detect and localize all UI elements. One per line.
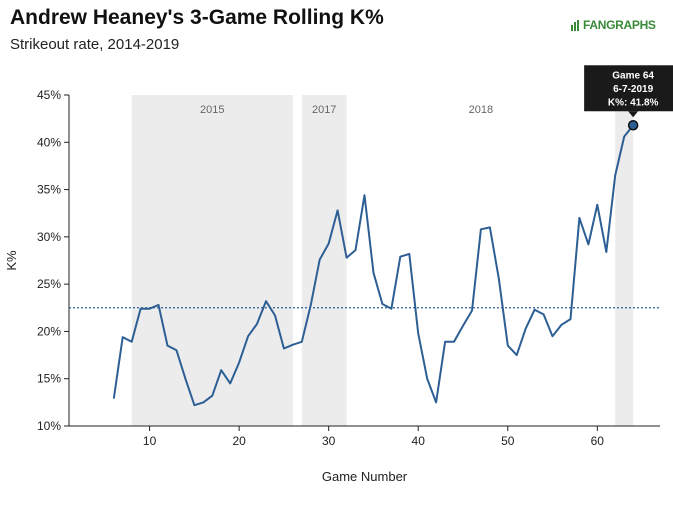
season-band xyxy=(615,95,634,426)
fangraphs-logo: FANGRAPHS xyxy=(571,18,656,32)
data-point xyxy=(496,275,502,281)
season-band-label: 2018 xyxy=(469,104,493,116)
data-point xyxy=(362,192,368,198)
data-point xyxy=(165,343,171,349)
x-axis-label: Game Number xyxy=(322,469,408,484)
logo-text: FANGRAPHS xyxy=(583,18,656,32)
series-group xyxy=(111,124,634,408)
data-point xyxy=(236,360,242,366)
y-tick-label: 15% xyxy=(37,372,61,386)
data-point xyxy=(532,307,538,313)
y-tick-label: 40% xyxy=(37,135,61,149)
data-point xyxy=(353,247,359,253)
data-point xyxy=(344,255,350,261)
data-point xyxy=(514,352,520,358)
data-point xyxy=(147,306,153,312)
data-point xyxy=(218,367,224,373)
data-point xyxy=(415,330,421,336)
data-point xyxy=(272,312,278,318)
data-point xyxy=(523,326,529,332)
data-point xyxy=(129,339,135,345)
season-band-labels: 2015 2017 2018 xyxy=(200,104,493,116)
y-tick-label: 25% xyxy=(37,277,61,291)
tooltip-text-line: 6-7-2019 xyxy=(613,84,653,95)
data-point xyxy=(299,339,305,345)
data-point xyxy=(406,251,412,257)
y-tick-label: 45% xyxy=(37,88,61,102)
data-point xyxy=(478,226,484,232)
data-point xyxy=(379,301,385,307)
data-point xyxy=(326,240,332,246)
data-point xyxy=(227,380,233,386)
data-point xyxy=(469,308,475,314)
tooltip-text-line: Game 64 xyxy=(612,70,654,81)
y-tick-label: 10% xyxy=(37,419,61,433)
y-axis-label: K% xyxy=(4,250,19,271)
data-point xyxy=(200,399,206,405)
data-point xyxy=(612,172,618,178)
x-tick-label: 20 xyxy=(232,434,246,448)
tooltip-pointer xyxy=(628,111,639,118)
x-tick-label: 60 xyxy=(591,434,605,448)
bar-chart-logo-icon xyxy=(571,19,579,31)
data-point xyxy=(156,302,162,308)
data-point xyxy=(397,254,403,260)
tooltip-text-line: K%: 41.8% xyxy=(608,97,659,108)
data-point xyxy=(603,249,609,255)
season-band xyxy=(131,95,293,426)
data-point xyxy=(460,323,466,329)
data-point xyxy=(594,202,600,208)
y-tick-label: 30% xyxy=(37,230,61,244)
x-tick-label: 40 xyxy=(412,434,426,448)
data-point xyxy=(541,311,547,317)
data-point xyxy=(559,322,565,328)
data-point xyxy=(550,333,556,339)
data-point xyxy=(254,321,260,327)
data-point xyxy=(370,270,376,276)
data-point xyxy=(191,402,197,408)
x-tick-label: 10 xyxy=(143,434,157,448)
data-point xyxy=(173,347,179,353)
season-bands xyxy=(131,95,634,426)
series-line xyxy=(112,124,634,407)
highlighted-point xyxy=(627,120,639,131)
data-point xyxy=(487,224,493,230)
tooltip-box xyxy=(584,65,673,112)
data-point xyxy=(182,376,188,382)
chart-title: Andrew Heaney's 3-Game Rolling K% xyxy=(10,6,384,29)
y-axis-ticks: 10% 15% 20% 25% 30% 35% 40% 45% xyxy=(37,88,69,433)
data-point xyxy=(263,298,269,304)
data-point xyxy=(138,306,144,312)
data-point xyxy=(308,302,314,308)
x-axis-ticks: 10 20 30 40 50 60 xyxy=(143,426,604,448)
season-band-label: 2017 xyxy=(312,104,336,116)
data-point xyxy=(335,207,341,213)
data-point xyxy=(111,396,117,402)
data-point xyxy=(281,345,287,351)
season-band-label: 2015 xyxy=(200,104,224,116)
y-tick-label: 35% xyxy=(37,183,61,197)
data-point xyxy=(442,339,448,345)
data-point xyxy=(209,393,215,399)
data-point xyxy=(621,134,627,140)
season-band xyxy=(301,95,347,426)
data-point xyxy=(576,215,582,221)
data-point xyxy=(505,343,511,349)
data-point xyxy=(585,241,591,247)
data-point xyxy=(120,334,126,340)
data-point xyxy=(317,257,323,263)
highlight-group: Game 64 6-7-2019 K%: 41.8% xyxy=(584,65,673,131)
chart-subtitle: Strikeout rate, 2014-2019 xyxy=(10,36,180,53)
x-tick-label: 50 xyxy=(501,434,515,448)
data-point xyxy=(567,316,573,322)
data-point xyxy=(245,333,251,339)
x-tick-label: 30 xyxy=(322,434,336,448)
data-point xyxy=(424,376,430,382)
data-point xyxy=(451,339,457,345)
data-point xyxy=(388,306,394,312)
data-point xyxy=(290,342,296,348)
data-point xyxy=(433,399,439,405)
y-tick-label: 20% xyxy=(37,324,61,338)
